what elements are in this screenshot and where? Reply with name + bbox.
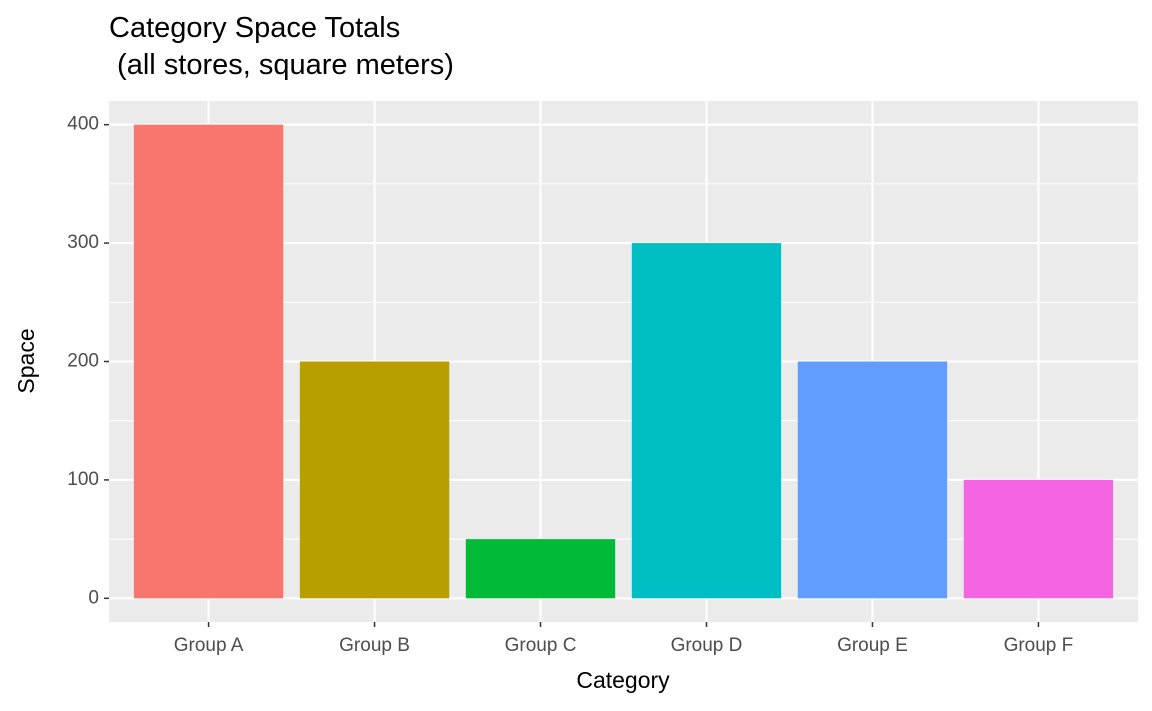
bar [465,539,616,599]
y-axis-title: Space [13,328,39,393]
x-tick-label: Group F [1004,635,1074,656]
y-tick-label: 100 [67,469,99,490]
x-tick-label: Group C [505,635,577,656]
y-tick-label: 400 [67,114,99,135]
y-tick-label: 300 [67,232,99,253]
bar [963,479,1114,599]
x-tick-label: Group D [671,635,743,656]
y-tick-label: 0 [88,587,99,608]
chart-title: Category Space Totals (all stores, squar… [109,12,454,81]
x-tick-label: Group E [837,635,908,656]
x-tick-label: Group B [339,635,410,656]
x-tick-label: Group A [174,635,244,656]
bar [133,124,284,599]
bar [299,361,450,599]
y-tick-label: 200 [67,351,99,372]
bar [797,361,948,599]
bar [631,243,782,599]
x-axis-title: Category [576,667,670,693]
